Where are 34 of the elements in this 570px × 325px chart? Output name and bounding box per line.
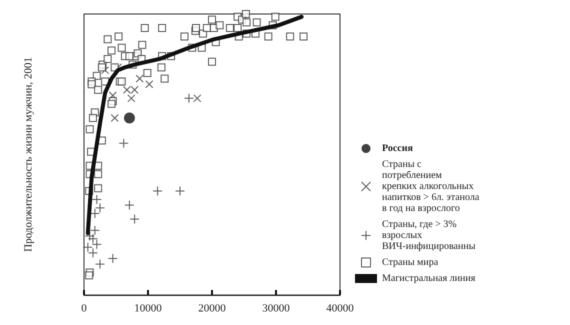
point [136, 74, 144, 83]
point [108, 91, 117, 100]
point [127, 94, 136, 102]
point [175, 186, 185, 196]
point [124, 112, 135, 124]
point [184, 93, 194, 104]
point [95, 202, 105, 213]
point [122, 86, 131, 94]
point [84, 230, 95, 241]
point [110, 114, 119, 122]
point [130, 214, 140, 224]
point [101, 66, 110, 74]
legend-label: Россия [382, 143, 414, 154]
legend-label: Страны с потреблением крепких алкогольных напитков > 6л. этанола в год на взрослого [382, 159, 482, 214]
point [90, 225, 100, 236]
legend-label: Магистральная линия [382, 273, 476, 284]
point [193, 94, 202, 102]
point [152, 186, 163, 196]
point [124, 200, 134, 210]
x-tick-label: 30000 [262, 302, 290, 314]
y-axis-title: Продолжительность жизни мужчин, 2001 [22, 57, 34, 252]
point [118, 138, 129, 148]
point [92, 194, 102, 204]
point [90, 208, 100, 219]
point [95, 259, 105, 270]
point [130, 86, 139, 94]
point [108, 253, 118, 264]
legend-label: Страны мира [382, 257, 439, 268]
legend-label: Страны, где > 3% взрослых ВИЧ-инфицированны [382, 219, 476, 252]
x-tick-label: 40000 [326, 302, 354, 314]
x-tick-label: 20000 [198, 302, 226, 314]
point [145, 80, 154, 88]
x-tick-label: 0 [81, 302, 88, 314]
x-tick-label: 10000 [134, 302, 162, 314]
